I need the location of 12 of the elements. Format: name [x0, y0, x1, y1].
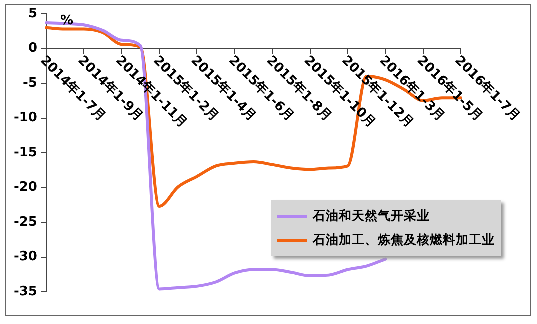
- y-tick-label: -15: [14, 145, 38, 160]
- y-tick-label: -35: [14, 284, 38, 300]
- y-tick-label: 5: [28, 6, 38, 22]
- y-axis-title: %: [60, 13, 74, 28]
- y-tick-label: -10: [14, 110, 38, 126]
- legend-label: 石油加工、炼焦及核燃料加工业: [313, 232, 495, 248]
- y-tick-label: 0: [28, 41, 38, 56]
- y-tick-label: -25: [14, 214, 38, 230]
- legend-label: 石油和天然气开采业: [313, 208, 430, 224]
- y-tick-label: -30: [14, 250, 38, 265]
- y-tick-label: -5: [23, 76, 38, 91]
- y-tick-label: -20: [14, 180, 38, 196]
